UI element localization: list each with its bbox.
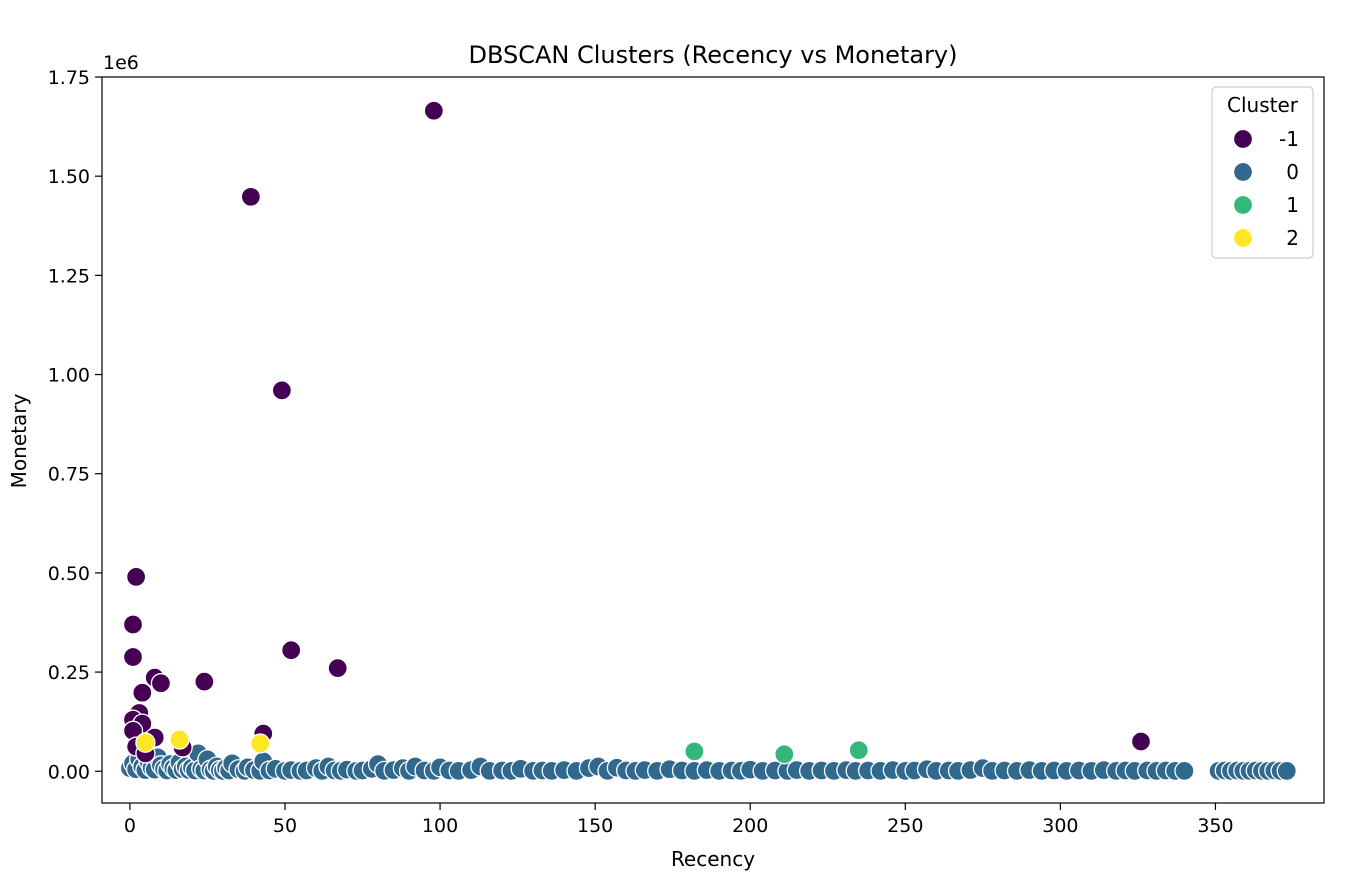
x-tick-label: 100 (422, 815, 458, 837)
y-tick-label: 1.00 (48, 365, 90, 387)
legend: Cluster -1 0 1 2 (1211, 86, 1314, 259)
y-offset-text: 1e6 (103, 52, 139, 74)
cluster-point (132, 682, 153, 703)
cluster-point (169, 729, 190, 750)
x-tick-label: 250 (887, 815, 923, 837)
legend-box (1211, 86, 1314, 259)
x-tick-label: 300 (1042, 815, 1078, 837)
x-tick-label: 50 (273, 815, 297, 837)
cluster-point (122, 646, 144, 668)
x-axis-ticks: 0 50 100 150 200 250 300 350 (124, 803, 1234, 837)
cluster-point (1276, 760, 1297, 782)
x-tick-label: 350 (1197, 815, 1233, 837)
y-tick-label: 1.50 (48, 166, 90, 188)
cluster-point (135, 732, 156, 753)
y-tick-label: 0.50 (48, 563, 90, 585)
cluster-point (122, 614, 144, 635)
cluster-point (684, 741, 705, 762)
cluster-point (1174, 760, 1195, 782)
scatter-points (119, 100, 1297, 782)
legend-entry-label: 2 (1286, 226, 1299, 250)
cluster-point (774, 744, 795, 765)
cluster-point (240, 186, 262, 207)
plot-frame (101, 76, 1325, 804)
chart-title: DBSCAN Clusters (Recency vs Monetary) (468, 41, 957, 69)
legend-marker (1232, 194, 1254, 216)
x-tick-label: 0 (124, 815, 136, 837)
y-tick-label: 1.25 (48, 265, 90, 287)
legend-marker (1232, 161, 1254, 183)
x-tick-label: 200 (732, 815, 768, 837)
x-axis-label: Recency (671, 847, 755, 871)
cluster-point (848, 740, 869, 761)
legend-marker (1232, 227, 1254, 249)
cluster-point (1130, 731, 1152, 752)
cluster-point (250, 733, 271, 754)
cluster-point (150, 673, 172, 694)
y-tick-label: 1.75 (48, 67, 90, 89)
cluster-point (271, 380, 293, 401)
cluster-point (423, 100, 445, 121)
legend-title: Cluster (1227, 93, 1299, 117)
legend-entry-label: 0 (1286, 160, 1299, 184)
y-tick-label: 0.75 (48, 464, 90, 486)
y-tick-label: 0.00 (48, 761, 90, 783)
cluster-point (125, 566, 147, 588)
cluster-point (281, 640, 302, 661)
legend-marker (1232, 128, 1254, 150)
legend-entry-label: -1 (1279, 127, 1299, 151)
y-tick-label: 0.25 (48, 662, 90, 684)
y-axis-ticks: 0.00 0.25 0.50 0.75 1.00 1.25 1.50 1.75 (48, 67, 102, 783)
legend-entry-label: 1 (1286, 193, 1299, 217)
cluster-point (327, 657, 348, 679)
x-tick-label: 150 (577, 815, 613, 837)
cluster-point (194, 671, 215, 692)
y-axis-label: Monetary (7, 394, 31, 489)
